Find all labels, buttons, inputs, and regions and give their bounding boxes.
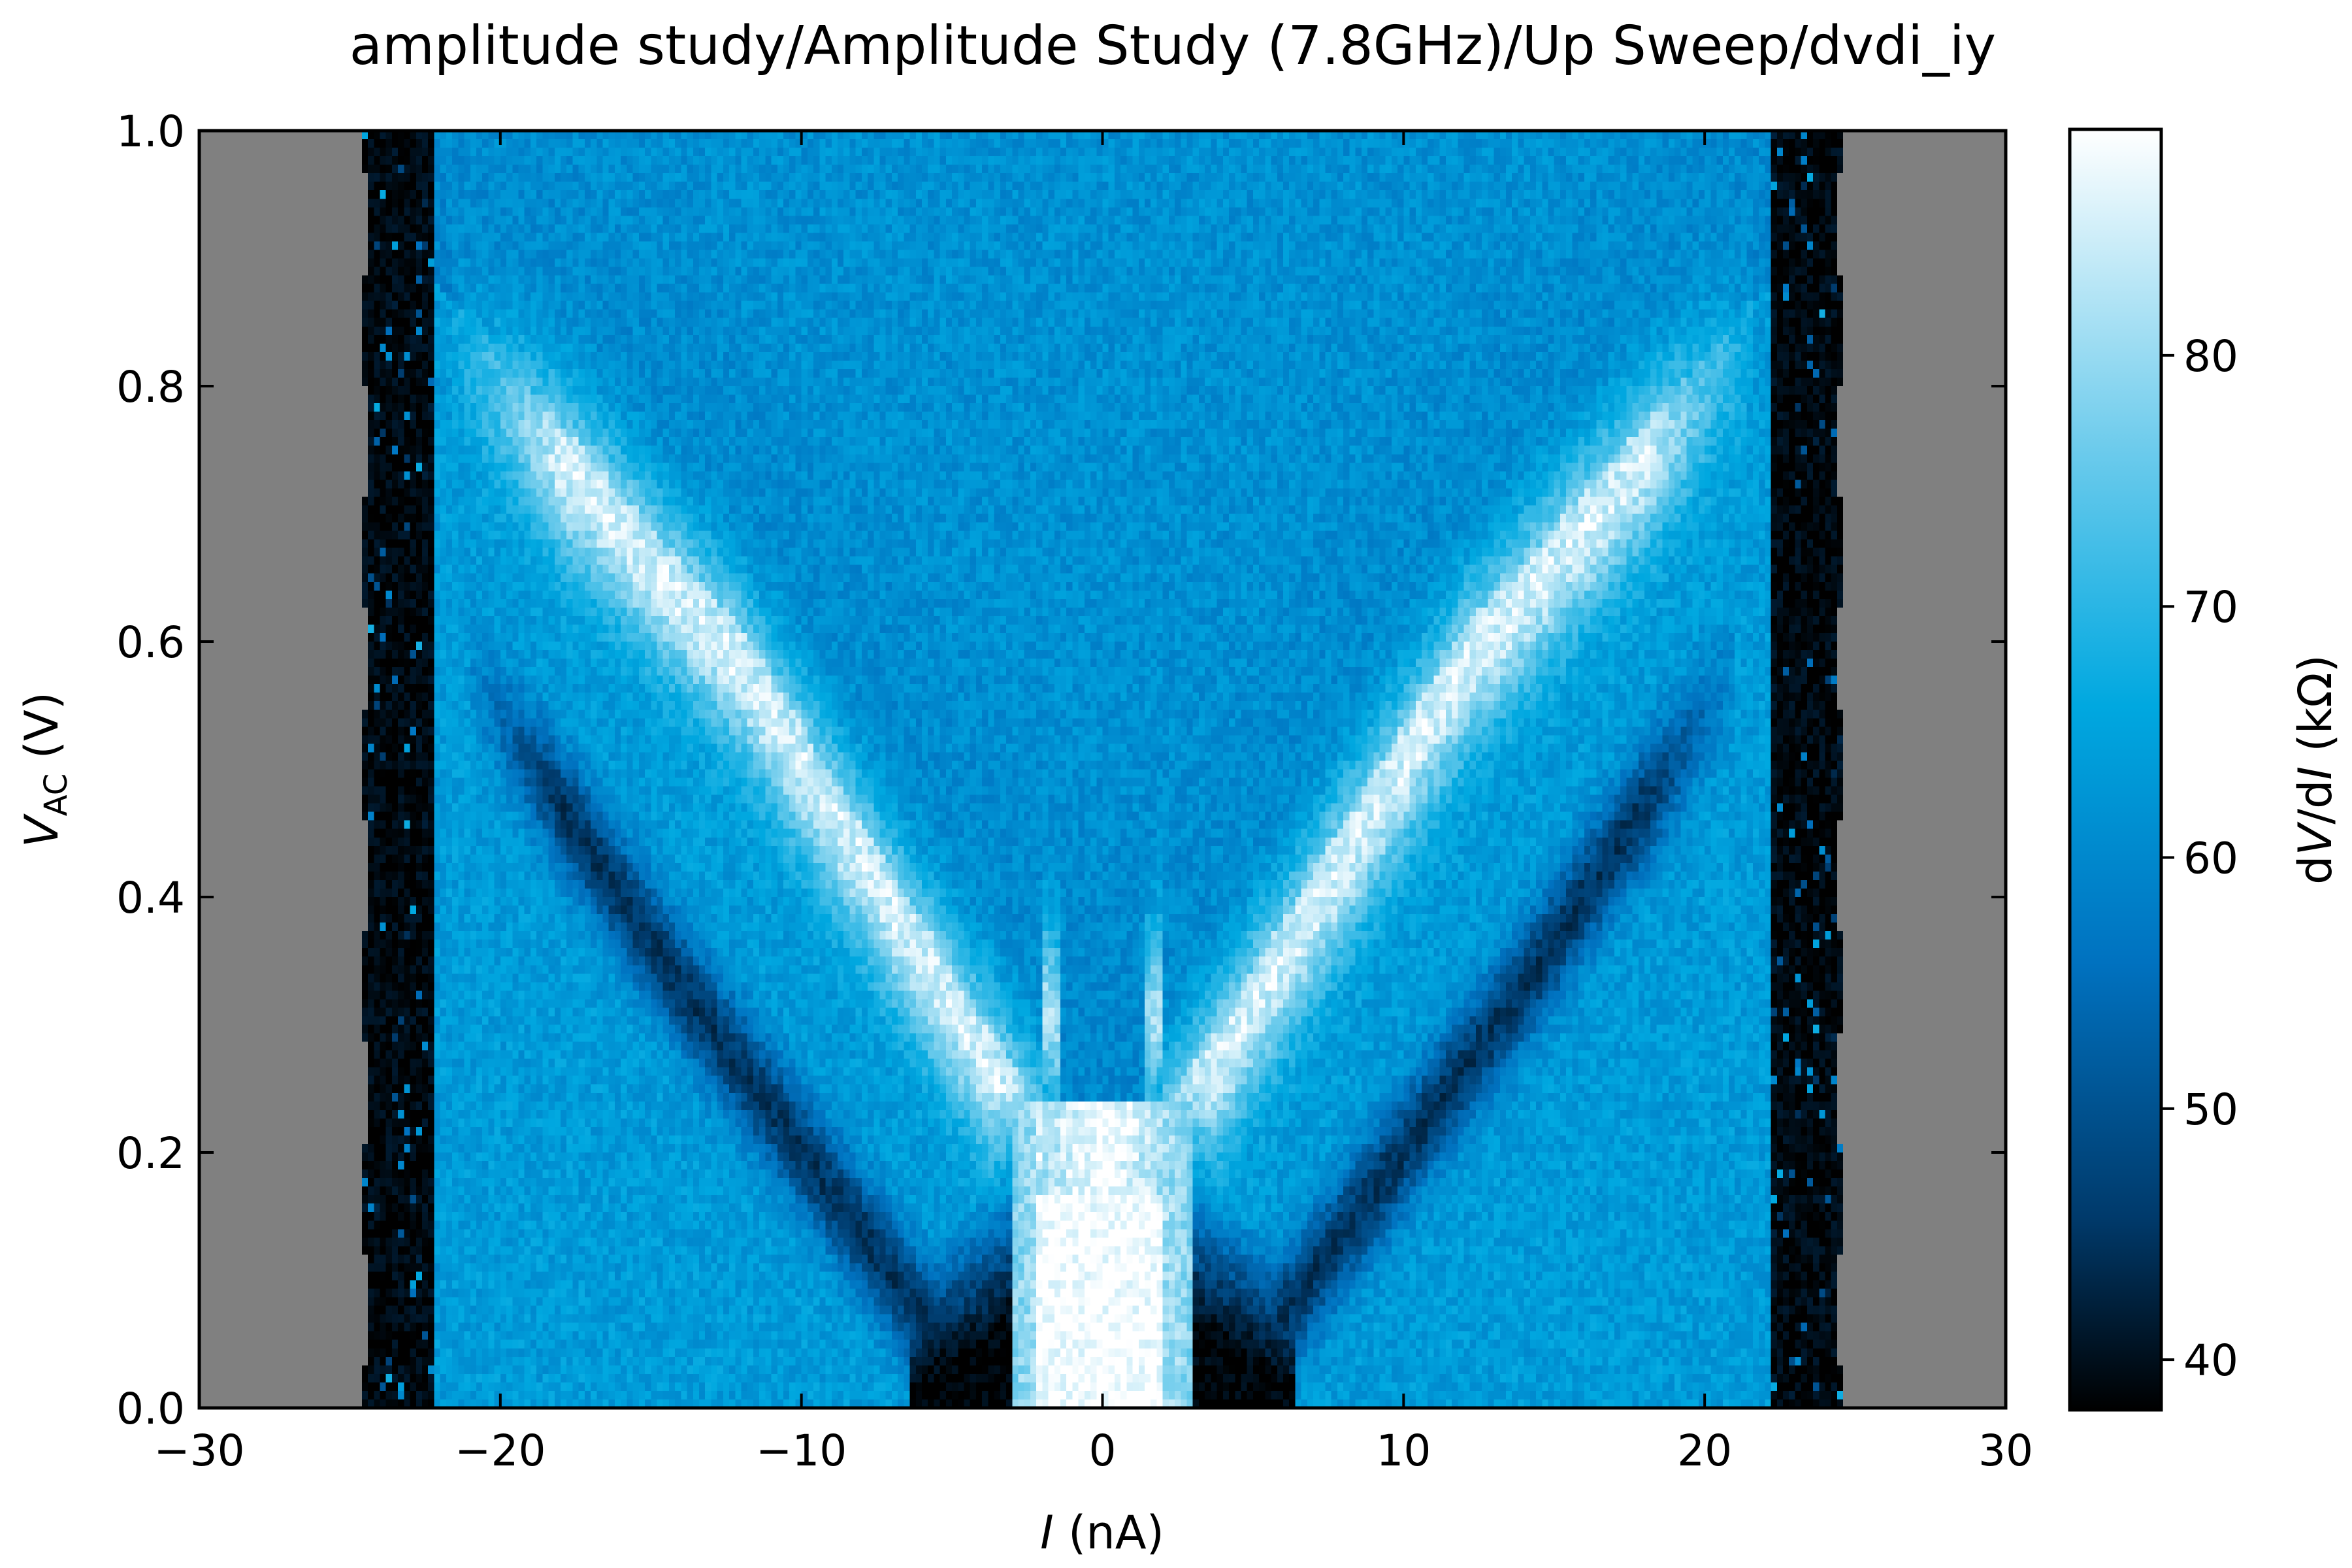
y-tick-label: 0.4 [116,873,185,923]
x-tick-label: 10 [1376,1426,1431,1476]
y-tick-label: 0.6 [116,617,185,668]
x-tick-label: −30 [154,1426,244,1476]
colorbar: 40 50 60 70 80 dV/dI (kΩ) [2068,127,2342,1412]
colorbar-gradient [2070,129,2161,1410]
y-tick-label: 0.0 [116,1384,185,1434]
y-tick-label: 0.2 [116,1128,185,1179]
y-axis-unit: (V) [15,692,69,774]
x-tick-label: 0 [1089,1426,1117,1476]
colorbar-label-v: V [2289,822,2342,856]
x-axis-unit: (nA) [1054,1506,1164,1560]
colorbar-label-mid: /d [2289,780,2342,825]
colorbar-tick-label: 70 [2183,582,2238,632]
x-axis-var: I [1040,1506,1054,1560]
colorbar-tick-label: 60 [2183,834,2238,884]
x-axis-label: I (nA) [1040,1506,1164,1560]
colorbar-ticks: 40 50 60 70 80 [2161,331,2238,1386]
x-tick-label: −10 [756,1426,847,1476]
y-axis-var: V [15,813,69,847]
plot-area: −30 −20 −10 0 10 20 30 0.0 0.2 0.4 0.6 0.8 1.0 [116,106,2033,1476]
colorbar-label-d: d [2289,856,2342,885]
colorbar-tick-label: 50 [2183,1085,2238,1135]
x-tick-label: 30 [1978,1426,2033,1476]
y-axis-label: VAC (V) [15,692,74,847]
x-tick-label: 20 [1677,1426,1732,1476]
y-tick-label: 1.0 [116,106,185,157]
colorbar-label-unit: (kΩ) [2289,655,2342,766]
heatmap-image [199,131,2006,1408]
colorbar-frame [2068,127,2163,1412]
colorbar-label-i: I [2289,766,2342,780]
y-axis-subscript: AC [38,774,74,817]
colorbar-tick-label: 80 [2183,331,2238,382]
y-tick-label: 0.8 [116,362,185,412]
colorbar-tick-label: 40 [2183,1335,2238,1386]
x-tick-label: −20 [455,1426,546,1476]
y-axis: 0.0 0.2 0.4 0.6 0.8 1.0 [116,106,2006,1434]
x-axis: −30 −20 −10 0 10 20 30 [154,131,2033,1476]
colorbar-label: dV/dI (kΩ) [2289,655,2342,885]
chart-title: amplitude study/Amplitude Study (7.8GHz)… [350,15,1996,77]
